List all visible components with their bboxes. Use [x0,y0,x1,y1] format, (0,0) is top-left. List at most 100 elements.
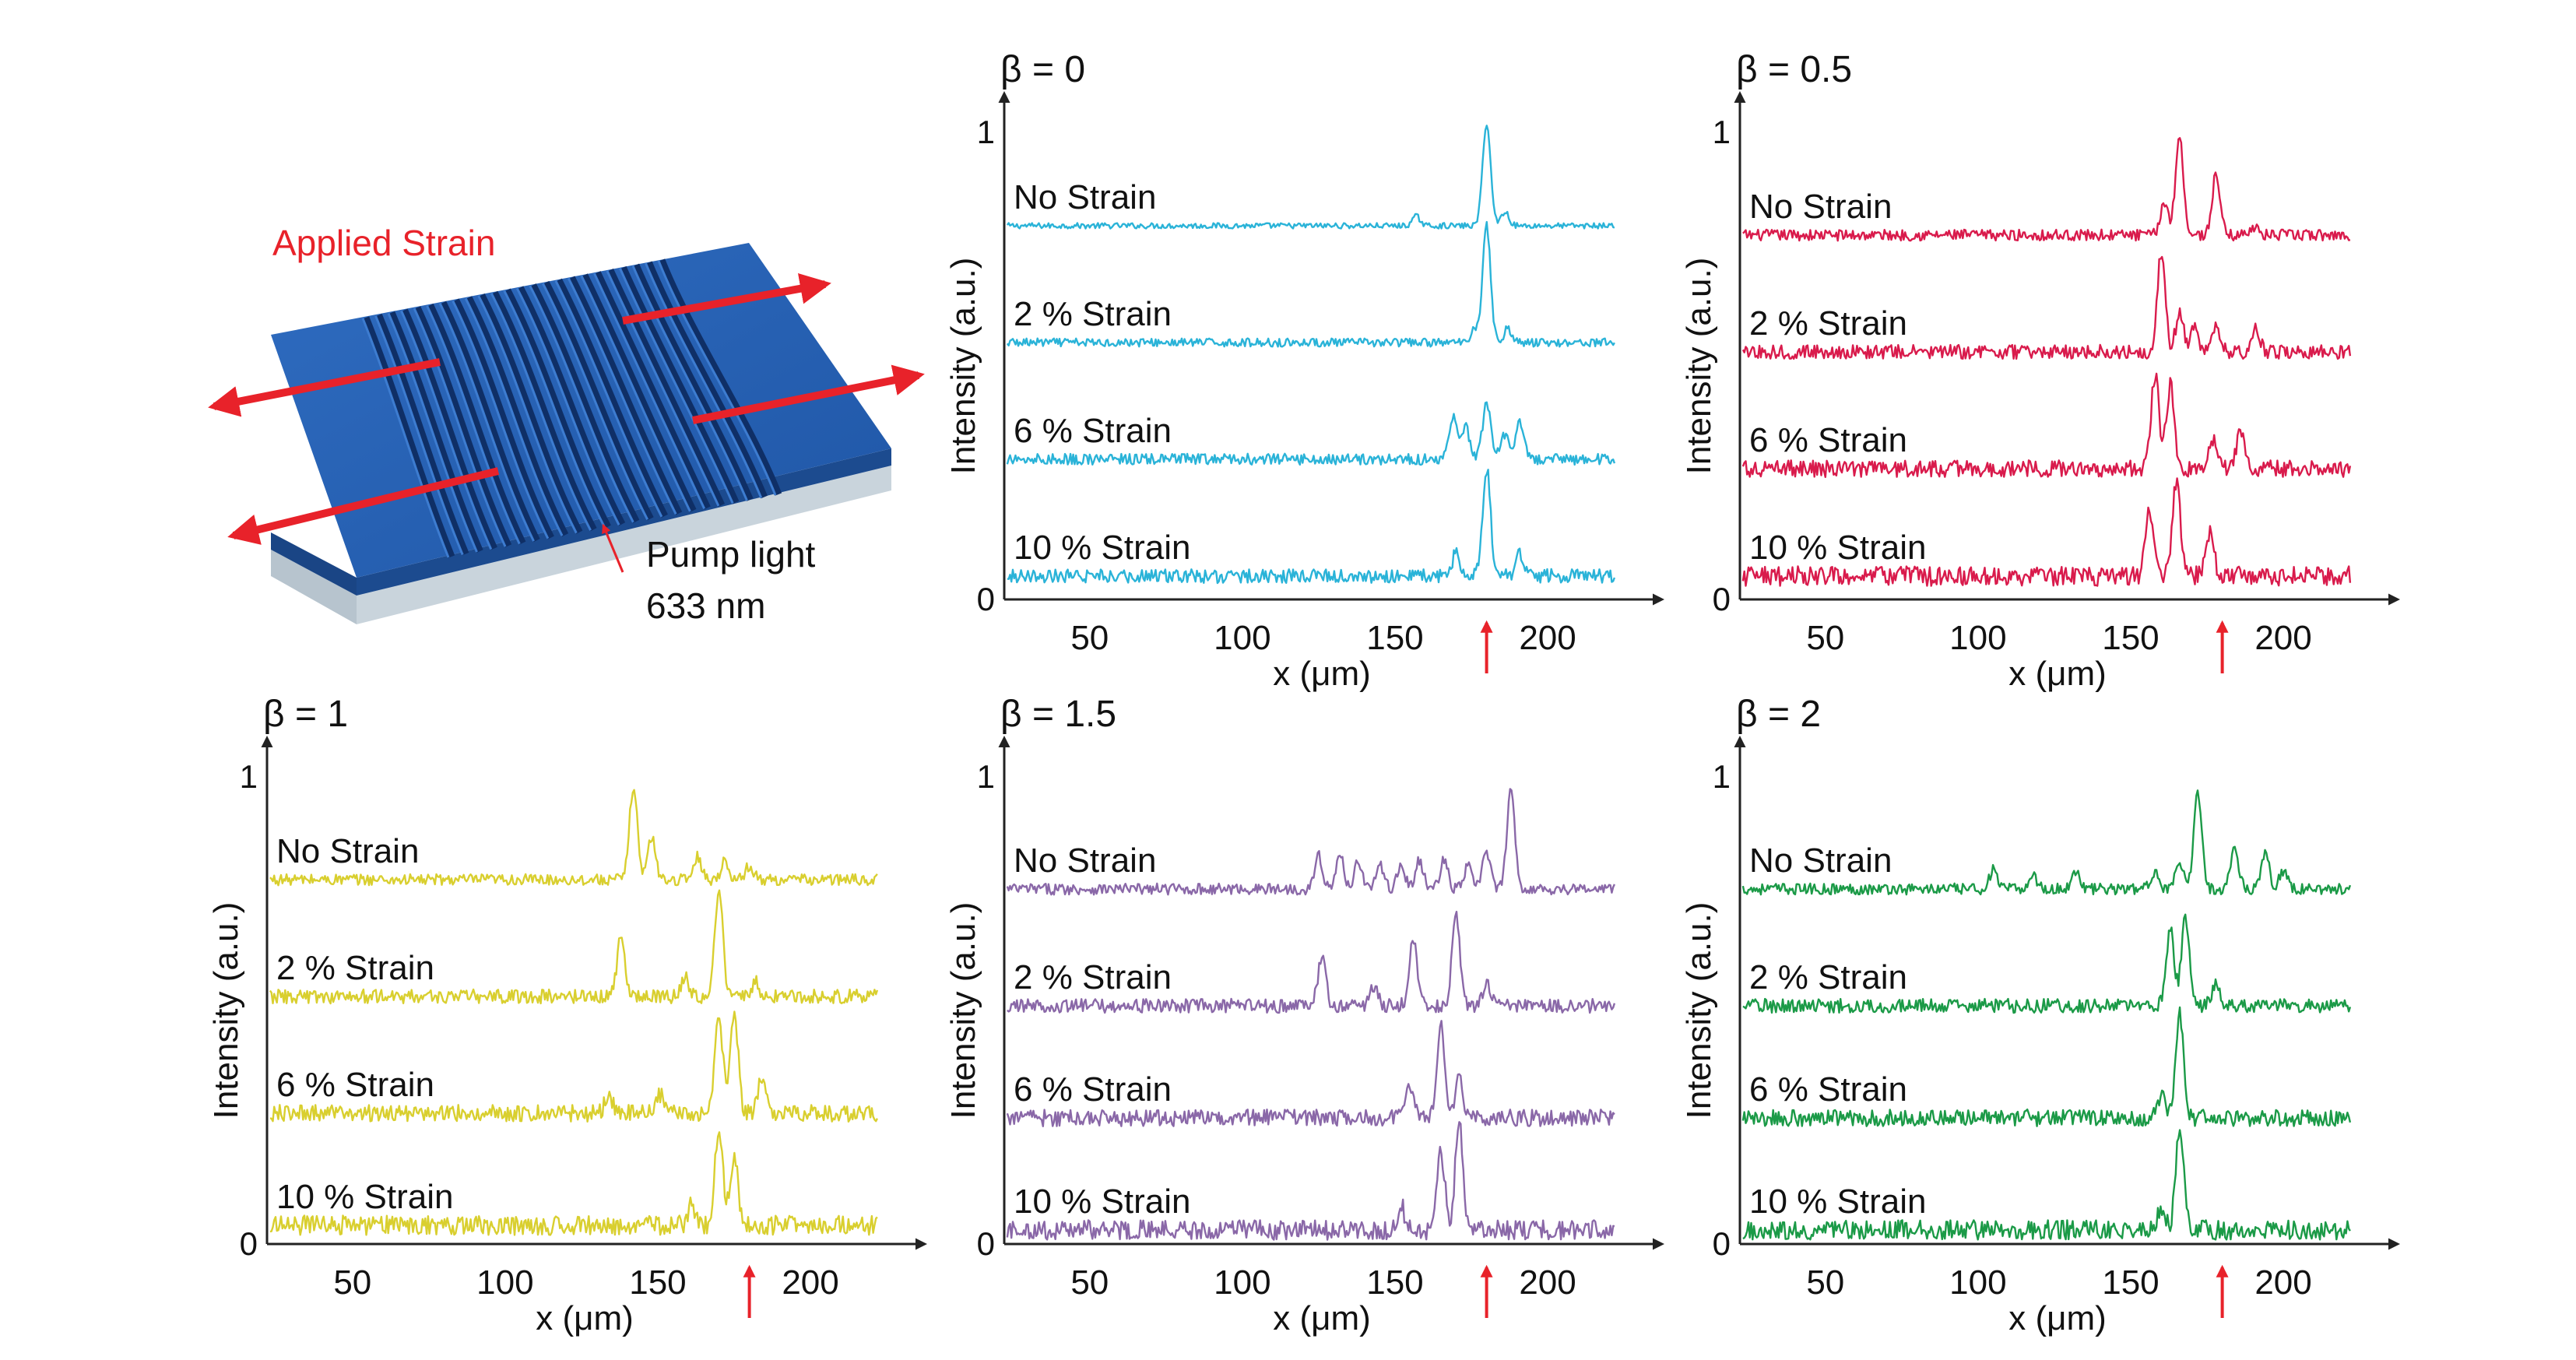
series-line [269,789,878,887]
device-ridge [529,283,640,523]
device-side-left [271,532,357,596]
series-label: 10 % Strain [276,1178,453,1216]
series-label: 2 % Strain [1749,304,1907,343]
device-ridge-highlight [438,303,535,542]
device-ridge [504,288,611,529]
y-tick-label: 0 [240,1225,258,1262]
device-ridge-highlight [619,268,734,504]
series-label: 2 % Strain [276,949,434,987]
x-tick-label: 150 [1366,619,1423,657]
chart-title: β = 0.5 [1736,49,1852,90]
device-ridge-highlight [515,287,620,525]
series-label: 2 % Strain [1749,958,1907,996]
device-ridges [361,258,782,558]
pump-wavelength-label: 633 nm [646,585,765,626]
device-ridge [440,300,540,543]
device-ridge [606,268,726,507]
strain-arrow-left-1 [208,358,441,417]
series-line [1742,1129,2351,1241]
y-axis-label: Intensity (a.u.) [1680,258,1718,475]
x-tick-label: 200 [1519,1263,1576,1302]
device-ridge [388,311,483,553]
series-line [1741,477,2352,587]
pump-light-label: Pump light [646,534,816,575]
series-line [1741,255,2352,360]
x-tick-label: 100 [1214,619,1270,657]
chart-title: β = 2 [1736,694,1821,735]
device-ridge [645,261,768,499]
series-label: No Strain [1749,842,1892,880]
device-ridge [452,298,554,539]
x-tick-label: 100 [1949,1263,2006,1302]
x-tick-label: 100 [476,1263,533,1302]
device-ridge [478,293,583,534]
device-ridge-highlight [645,262,763,499]
series-label: 6 % Strain [1014,412,1172,450]
series-line [1006,1121,1615,1241]
y-tick-label: 0 [977,581,995,617]
series-line [1742,913,2352,1014]
y-tick-label: 0 [1713,1225,1731,1262]
device-ridge [491,290,597,532]
pump-pointer-arrow [602,523,624,573]
device-ridge-highlight [361,318,450,558]
y-tick-label: 0 [977,1225,995,1262]
series-label: 6 % Strain [1014,1070,1172,1109]
strain-arrow-left-2 [227,467,500,545]
device-ridge [568,276,683,515]
x-tick-label: 50 [1070,619,1109,657]
x-axis-label: x (μm) [536,1299,634,1337]
y-axis-label: Intensity (a.u.) [944,902,982,1119]
series-line [1006,788,1615,896]
x-tick-label: 50 [1806,619,1844,657]
chart-title: β = 0 [1000,49,1085,90]
series-line [1742,137,2351,242]
x-axis-label: x (μm) [2008,1299,2107,1337]
series-line [1741,372,2352,478]
x-axis-label: x (μm) [1273,655,1371,693]
series-line [1006,220,1615,348]
device-ridge-highlight [541,283,648,520]
device-ridge-highlight [657,260,777,496]
y-tick-label: 1 [977,114,995,150]
device-ridge [632,263,754,501]
device-ridge [581,273,697,512]
y-axis-label: Intensity (a.u.) [1680,902,1718,1119]
series-label: 10 % Strain [1749,529,1926,567]
x-tick-label: 50 [333,1263,371,1302]
device-substrate-front [271,550,357,624]
series-label: No Strain [1014,842,1156,880]
x-axis-label: x (μm) [1273,1299,1371,1337]
device-ridge-highlight [477,295,578,534]
device-ridge-highlight [529,285,634,523]
series-label: 10 % Strain [1014,1183,1190,1221]
device-ridge [414,306,512,547]
device-ridge [375,314,469,556]
strain-arrow-right-2 [692,364,925,424]
series-line [1006,125,1615,230]
x-tick-label: 150 [1366,1263,1423,1302]
device-ridge-highlight [503,290,606,529]
x-tick-label: 200 [782,1263,838,1302]
series-line [1006,401,1616,466]
series-label: 6 % Strain [276,1066,434,1104]
device-ridge [555,278,668,518]
device-ridge-highlight [400,310,493,550]
device-ridge [620,265,740,504]
device-ridge [362,316,455,558]
x-axis-label: x (μm) [2008,655,2107,693]
series-label: 2 % Strain [1014,958,1172,996]
x-tick-label: 150 [2102,619,2159,657]
series-line [1007,910,1616,1014]
series-label: 6 % Strain [1749,421,1907,459]
device-ridge-highlight [452,300,550,539]
chart-title: β = 1 [263,694,348,735]
device-ridge [543,280,654,521]
x-tick-label: 100 [1949,619,2006,657]
device-ridge [594,271,711,510]
device-ridge-highlight [464,297,564,536]
